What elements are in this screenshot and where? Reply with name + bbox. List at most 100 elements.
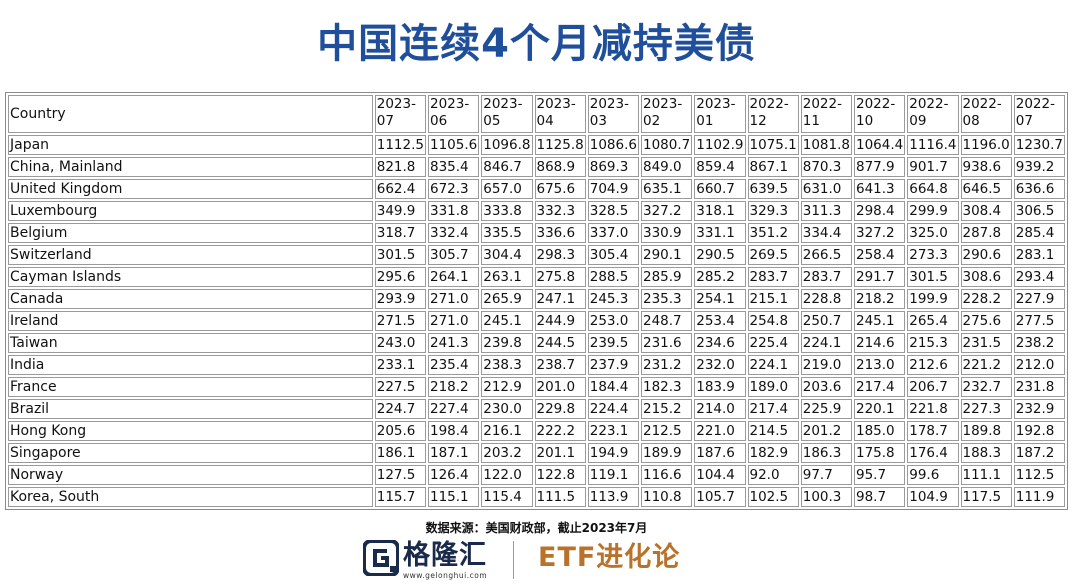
month-column-header: 2023-01 xyxy=(694,95,746,133)
value-cell: 266.5 xyxy=(800,245,852,265)
value-cell: 330.9 xyxy=(641,223,693,243)
value-cell: 271.0 xyxy=(428,311,480,331)
country-cell: Ireland xyxy=(8,311,373,331)
value-cell: 869.3 xyxy=(587,157,639,177)
table-row: France 227.5 218.2 212.9 201.0 184.4 182.3 183.… xyxy=(8,377,1065,397)
value-cell: 231.2 xyxy=(641,355,693,375)
value-cell: 329.3 xyxy=(747,201,799,221)
value-cell: 215.3 xyxy=(907,333,959,353)
value-cell: 672.3 xyxy=(428,179,480,199)
value-cell: 187.6 xyxy=(694,443,746,463)
value-cell: 119.1 xyxy=(587,465,639,485)
value-cell: 184.4 xyxy=(587,377,639,397)
value-cell: 265.9 xyxy=(481,289,533,309)
country-cell: Singapore xyxy=(8,443,373,463)
value-cell: 230.0 xyxy=(481,399,533,419)
value-cell: 185.0 xyxy=(854,421,906,441)
table-row: Brazil 224.7 227.4 230.0 229.8 224.4 215.2 214.… xyxy=(8,399,1065,419)
value-cell: 223.1 xyxy=(587,421,639,441)
table-row: Singapore 186.1 187.1 203.2 201.1 194.9 189.9 1… xyxy=(8,443,1065,463)
value-cell: 305.4 xyxy=(587,245,639,265)
value-cell: 178.7 xyxy=(907,421,959,441)
table-row: United Kingdom 662.4 672.3 657.0 675.6 704.9 6… xyxy=(8,179,1065,199)
value-cell: 233.1 xyxy=(374,355,426,375)
value-cell: 1230.7 xyxy=(1013,135,1065,155)
value-cell: 217.4 xyxy=(747,399,799,419)
gelonghui-logo: 格隆汇 www.gelonghui.com xyxy=(363,538,503,582)
value-cell: 331.1 xyxy=(694,223,746,243)
value-cell: 641.3 xyxy=(854,179,906,199)
value-cell: 290.1 xyxy=(641,245,693,265)
gelonghui-logo-text: 格隆汇 xyxy=(403,540,487,571)
table-row: Hong Kong 205.6 198.4 216.1 222.2 223.1 212.5 2… xyxy=(8,421,1065,441)
country-cell: Korea, South xyxy=(8,487,373,507)
value-cell: 111.1 xyxy=(960,465,1012,485)
value-cell: 188.3 xyxy=(960,443,1012,463)
value-cell: 227.5 xyxy=(374,377,426,397)
month-column-header: 2022-07 xyxy=(1013,95,1065,133)
value-cell: 127.5 xyxy=(374,465,426,485)
value-cell: 215.2 xyxy=(641,399,693,419)
table-row: Taiwan 243.0 241.3 239.8 244.5 239.5 231.6 234.… xyxy=(8,333,1065,353)
value-cell: 229.8 xyxy=(534,399,586,419)
value-cell: 1064.4 xyxy=(854,135,906,155)
value-cell: 218.2 xyxy=(854,289,906,309)
table-row: Ireland 271.5 271.0 245.1 244.9 253.0 248.7 253… xyxy=(8,311,1065,331)
value-cell: 237.9 xyxy=(587,355,639,375)
value-cell: 228.2 xyxy=(960,289,1012,309)
value-cell: 231.5 xyxy=(960,333,1012,353)
value-cell: 273.3 xyxy=(907,245,959,265)
value-cell: 299.9 xyxy=(907,201,959,221)
value-cell: 308.4 xyxy=(960,201,1012,221)
value-cell: 221.8 xyxy=(907,399,959,419)
value-cell: 187.1 xyxy=(428,443,480,463)
table-row: Belgium 318.7 332.4 335.5 336.6 337.0 330.9 331… xyxy=(8,223,1065,243)
value-cell: 222.2 xyxy=(534,421,586,441)
value-cell: 228.8 xyxy=(800,289,852,309)
page-title: 中国连续4个月减持美债 xyxy=(317,21,756,67)
value-cell: 231.8 xyxy=(1013,377,1065,397)
value-cell: 859.4 xyxy=(694,157,746,177)
value-cell: 175.8 xyxy=(854,443,906,463)
country-cell: Canada xyxy=(8,289,373,309)
table-row: Norway 127.5 126.4 122.0 122.8 119.1 116.6 104.… xyxy=(8,465,1065,485)
value-cell: 214.0 xyxy=(694,399,746,419)
value-cell: 275.8 xyxy=(534,267,586,287)
value-cell: 635.1 xyxy=(641,179,693,199)
value-cell: 221.0 xyxy=(694,421,746,441)
value-cell: 241.3 xyxy=(428,333,480,353)
holdings-table: Country 2023-07 2023-06 2023-05 2023-04 2023… xyxy=(5,92,1068,510)
value-cell: 253.0 xyxy=(587,311,639,331)
value-cell: 265.4 xyxy=(907,311,959,331)
table-row: India 233.1 235.4 238.3 238.7 237.9 231.2 232.0… xyxy=(8,355,1065,375)
value-cell: 201.0 xyxy=(534,377,586,397)
value-cell: 215.1 xyxy=(747,289,799,309)
value-cell: 227.9 xyxy=(1013,289,1065,309)
value-cell: 203.2 xyxy=(481,443,533,463)
table-header-row: Country 2023-07 2023-06 2023-05 2023-04 2023… xyxy=(8,95,1065,133)
value-cell: 646.5 xyxy=(960,179,1012,199)
month-column-header: 2022-10 xyxy=(854,95,906,133)
value-cell: 675.6 xyxy=(534,179,586,199)
value-cell: 331.8 xyxy=(428,201,480,221)
value-cell: 264.1 xyxy=(428,267,480,287)
value-cell: 868.9 xyxy=(534,157,586,177)
value-cell: 212.0 xyxy=(1013,355,1065,375)
value-cell: 301.5 xyxy=(907,267,959,287)
value-cell: 254.1 xyxy=(694,289,746,309)
value-cell: 235.3 xyxy=(641,289,693,309)
value-cell: 244.9 xyxy=(534,311,586,331)
value-cell: 870.3 xyxy=(800,157,852,177)
value-cell: 111.5 xyxy=(534,487,586,507)
value-cell: 115.4 xyxy=(481,487,533,507)
value-cell: 1075.1 xyxy=(747,135,799,155)
table-row: Canada 293.9 271.0 265.9 247.1 245.3 235.3 254.… xyxy=(8,289,1065,309)
country-cell: China, Mainland xyxy=(8,157,373,177)
month-column-header: 2022-09 xyxy=(907,95,959,133)
value-cell: 189.9 xyxy=(641,443,693,463)
value-cell: 186.1 xyxy=(374,443,426,463)
value-cell: 225.4 xyxy=(747,333,799,353)
country-cell: Belgium xyxy=(8,223,373,243)
value-cell: 224.4 xyxy=(587,399,639,419)
value-cell: 206.7 xyxy=(907,377,959,397)
